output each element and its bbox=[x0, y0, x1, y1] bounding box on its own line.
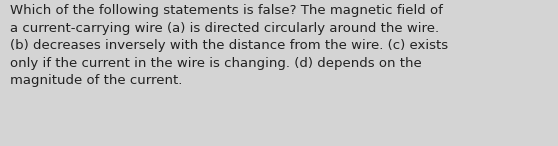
Text: Which of the following statements is false? The magnetic field of
a current-carr: Which of the following statements is fal… bbox=[10, 4, 448, 87]
